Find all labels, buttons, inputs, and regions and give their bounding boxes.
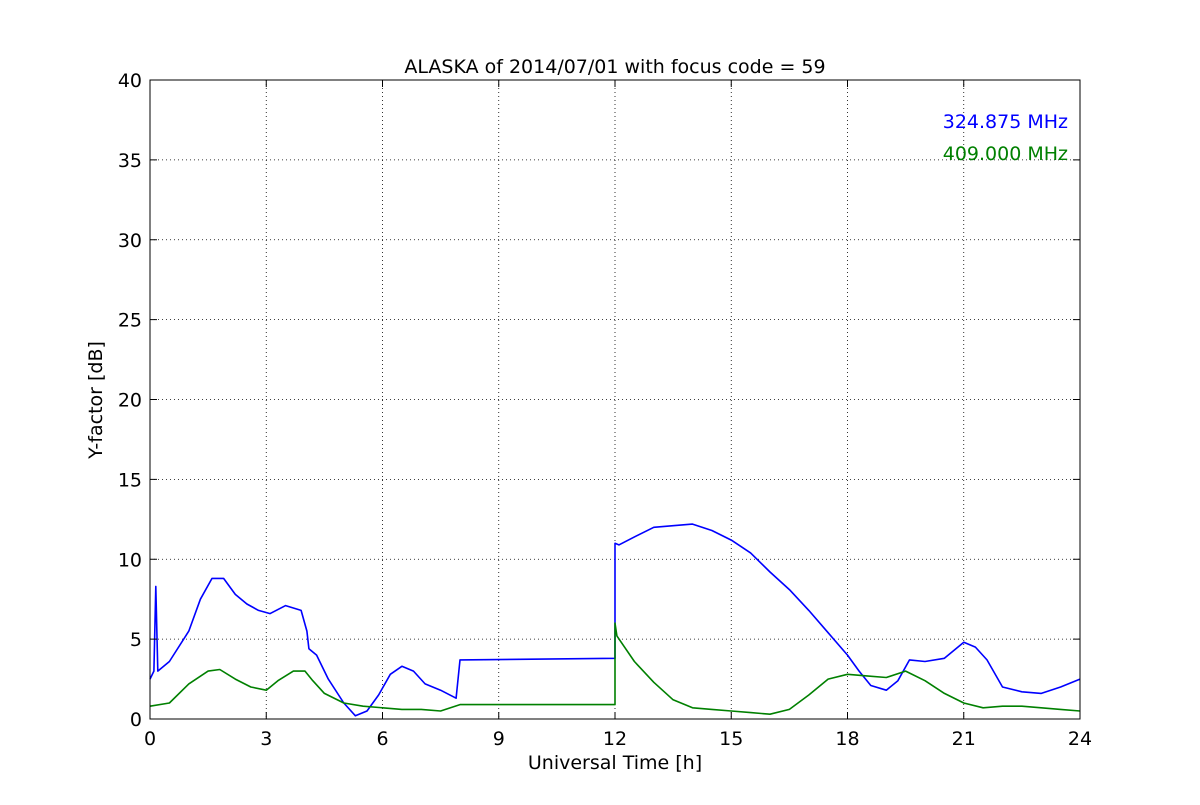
series-line-409-000-mhz <box>149 622 1081 716</box>
x-tick-label: 21 <box>952 728 976 750</box>
legend-entry-409-000: 409.000 MHz <box>943 143 1068 165</box>
y-tick-label: 0 <box>130 709 142 731</box>
x-tick-labels: 0 3 6 9 12 15 18 21 24 <box>144 728 1092 750</box>
y-tick-label: 20 <box>118 390 142 412</box>
x-tick-label: 12 <box>603 728 627 750</box>
y-tick-label: 10 <box>118 549 142 571</box>
legend-entry-324-875: 324.875 MHz <box>943 111 1068 133</box>
y-tick-label: 15 <box>118 469 142 491</box>
y-tick-label: 25 <box>118 310 142 332</box>
x-tick-label: 6 <box>376 728 388 750</box>
chart-title: ALASKA of 2014/07/01 with focus code = 5… <box>404 56 825 78</box>
y-tick-labels: 0 5 10 15 20 25 30 35 40 <box>118 70 142 731</box>
x-tick-label: 18 <box>835 728 859 750</box>
y-tick-label: 5 <box>130 629 142 651</box>
x-axis-label: Universal Time [h] <box>528 752 702 774</box>
y-tick-label: 40 <box>118 70 142 92</box>
x-tick-label: 15 <box>719 728 743 750</box>
y-tick-label: 30 <box>118 230 142 252</box>
series-group <box>149 523 1081 717</box>
x-tick-label: 0 <box>144 728 156 750</box>
series-line-324-875-mhz <box>149 523 1081 717</box>
y-tick-label: 35 <box>118 150 142 172</box>
y-axis-label: Y-factor [dB] <box>85 341 107 460</box>
tick-marks <box>149 79 1081 720</box>
x-tick-label: 9 <box>493 728 505 750</box>
x-tick-label: 3 <box>260 728 272 750</box>
x-tick-label: 24 <box>1068 728 1092 750</box>
